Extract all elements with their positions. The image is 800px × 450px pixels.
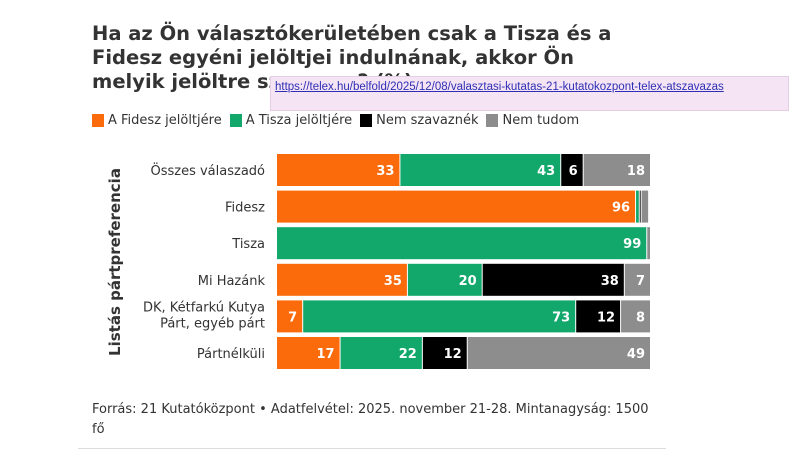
bar-segment-tisza	[407, 263, 482, 296]
data-label: 99	[623, 237, 641, 252]
bar-segment-tisza	[636, 190, 639, 223]
bar-segment-fidesz	[277, 300, 303, 333]
data-label: 38	[601, 274, 619, 289]
bar-segment-fidesz	[277, 337, 340, 369]
legend-swatch-nem-tudom	[486, 113, 499, 127]
category-label: Mi Hazánk	[198, 274, 266, 289]
bar-segment-nem_szavaznek	[576, 300, 621, 333]
legend-label-tisza: A Tisza jelöltjére	[245, 112, 353, 128]
data-label: 12	[444, 347, 462, 362]
bar-segment-fidesz	[277, 263, 407, 296]
legend: A Fidesz jelöltjére A Tisza jelöltjére N…	[92, 111, 587, 129]
data-label: 22	[399, 347, 417, 362]
bar-segment-tisza	[303, 300, 576, 333]
legend-item-nem-szavaznek: Nem szavaznék	[360, 113, 478, 128]
data-label: 49	[627, 347, 645, 362]
legend-label-nem-szavaznek: Nem szavaznék	[376, 112, 479, 128]
bar-segment-fidesz	[277, 154, 400, 186]
category-label: Fidesz	[225, 201, 265, 216]
legend-item-tisza: A Tisza jelöltjére	[229, 112, 353, 128]
chart-card	[78, 0, 666, 450]
legend-swatch-tisza	[229, 113, 242, 127]
bar-segment-nem_szavaznek	[422, 337, 467, 369]
data-label: 20	[459, 274, 477, 289]
chart-title: Ha az Ön választókerületében csak a Tisz…	[92, 22, 612, 93]
bar-segment-nem_szavaznek	[482, 263, 624, 296]
source-url-box: https://telex.hu/belfold/2025/12/08/vala…	[270, 76, 789, 111]
data-label: 17	[316, 347, 334, 362]
data-label: 33	[376, 164, 394, 179]
bar-segment-nem_tudom	[624, 263, 650, 296]
data-label: 18	[627, 164, 645, 179]
legend-swatch-fidesz	[92, 113, 104, 127]
category-label: Tisza	[231, 237, 265, 252]
data-label: 73	[552, 310, 570, 325]
legend-item-nem-tudom: Nem tudom	[486, 113, 579, 128]
source-url-link[interactable]: https://telex.hu/belfold/2025/12/08/vala…	[275, 81, 724, 93]
bar-segment-nem_szavaznek	[639, 190, 641, 223]
category-label: DK, Kétfarkú Kutya Párt, egyéb párt	[143, 300, 265, 331]
footer-divider	[78, 448, 666, 449]
data-label: 7	[288, 310, 297, 325]
bar-segment-nem_tudom	[467, 337, 650, 369]
legend-label-fidesz: A Fidesz jelöltjére	[108, 112, 222, 128]
data-label: 96	[612, 201, 630, 216]
data-label: 8	[636, 310, 645, 325]
category-label: Pártnélküli	[197, 347, 265, 362]
legend-label-nem-tudom: Nem tudom	[502, 112, 580, 128]
data-label: 7	[636, 274, 645, 289]
bar-segment-nem_tudom	[621, 300, 650, 333]
bar-segment-nem_szavaznek	[561, 154, 583, 186]
bar-segment-tisza	[277, 227, 647, 260]
source-note: Forrás: 21 Kutatóközpont • Adatfelvétel:…	[92, 402, 649, 437]
data-label: 35	[384, 274, 402, 289]
bar-segment-nem_tudom	[641, 190, 649, 223]
data-label: 12	[597, 310, 615, 325]
bar-segment-tisza	[340, 337, 422, 369]
bar-segment-fidesz	[277, 190, 636, 223]
legend-item-fidesz: A Fidesz jelöltjére	[92, 113, 222, 128]
data-label: 43	[537, 164, 555, 179]
bar-segment-tisza	[400, 154, 561, 186]
category-label: Összes válaszadó	[150, 162, 265, 179]
data-label: 6	[569, 164, 578, 179]
bar-segment-nem_tudom	[583, 154, 650, 186]
bar-segment-nem_tudom	[647, 227, 650, 260]
legend-swatch-nem-szavaznek	[360, 113, 373, 127]
